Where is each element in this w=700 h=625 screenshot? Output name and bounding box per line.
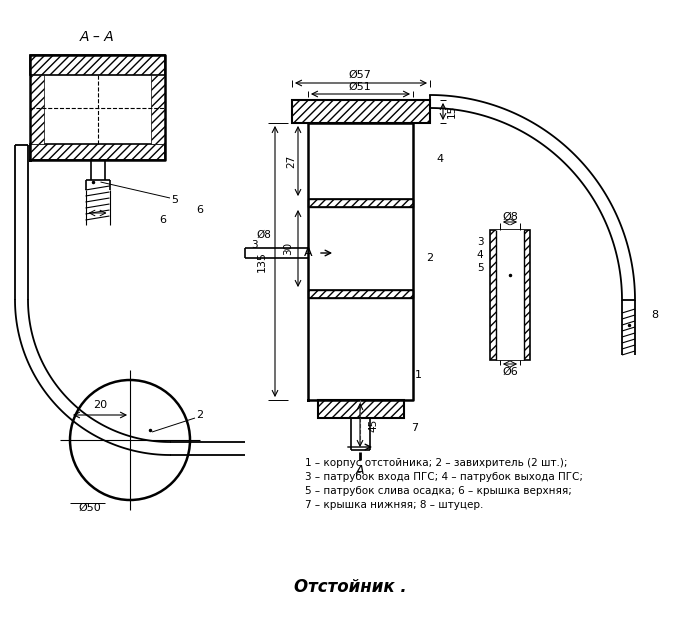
Text: 3: 3: [477, 237, 483, 247]
Text: 15: 15: [447, 105, 457, 118]
Text: 45: 45: [368, 418, 378, 432]
Text: A: A: [304, 246, 312, 259]
Text: А – А: А – А: [80, 30, 114, 44]
Text: 2: 2: [426, 253, 433, 263]
Text: 30: 30: [283, 242, 293, 255]
Text: 5: 5: [477, 263, 483, 273]
Text: 5 – патрубок слива осадка; 6 – крышка верхняя;: 5 – патрубок слива осадка; 6 – крышка ве…: [305, 486, 572, 496]
Bar: [308, 199, 413, 207]
Bar: [30, 55, 165, 75]
Text: 1: 1: [414, 370, 421, 380]
Bar: [308, 290, 413, 298]
Text: Отстойник .: Отстойник .: [293, 578, 407, 596]
Text: 20: 20: [93, 400, 107, 410]
Text: 5: 5: [172, 195, 178, 205]
Text: Ø8: Ø8: [502, 212, 518, 222]
Text: 7 – крышка нижняя; 8 – штуцер.: 7 – крышка нижняя; 8 – штуцер.: [305, 500, 484, 510]
Text: 6: 6: [197, 205, 204, 215]
Bar: [490, 230, 530, 360]
Text: 3: 3: [251, 240, 258, 250]
Text: Ø57: Ø57: [349, 70, 372, 80]
Text: 2: 2: [197, 410, 204, 420]
Text: 3 – патрубок входа ПГС; 4 – патрубок выхода ПГС;: 3 – патрубок входа ПГС; 4 – патрубок вых…: [305, 472, 583, 482]
Text: Ø8: Ø8: [257, 230, 272, 240]
Text: 135: 135: [257, 251, 267, 272]
Bar: [496, 230, 524, 360]
Text: Ø51: Ø51: [349, 82, 372, 92]
Bar: [318, 400, 404, 418]
Text: Ø6: Ø6: [502, 367, 518, 377]
Text: Ø50: Ø50: [78, 503, 102, 513]
Text: 4: 4: [436, 154, 444, 164]
Bar: [292, 100, 430, 123]
Text: 8: 8: [652, 310, 659, 320]
Text: А: А: [356, 464, 364, 476]
Text: 6: 6: [160, 215, 167, 225]
Text: 4: 4: [477, 250, 483, 260]
Bar: [30, 144, 165, 160]
Text: 7: 7: [412, 423, 419, 433]
Bar: [151, 75, 165, 144]
Bar: [30, 75, 44, 144]
Text: 27: 27: [286, 154, 296, 168]
Text: 1 – корпус отстойника; 2 – завихритель (2 шт.);: 1 – корпус отстойника; 2 – завихритель (…: [305, 458, 568, 468]
